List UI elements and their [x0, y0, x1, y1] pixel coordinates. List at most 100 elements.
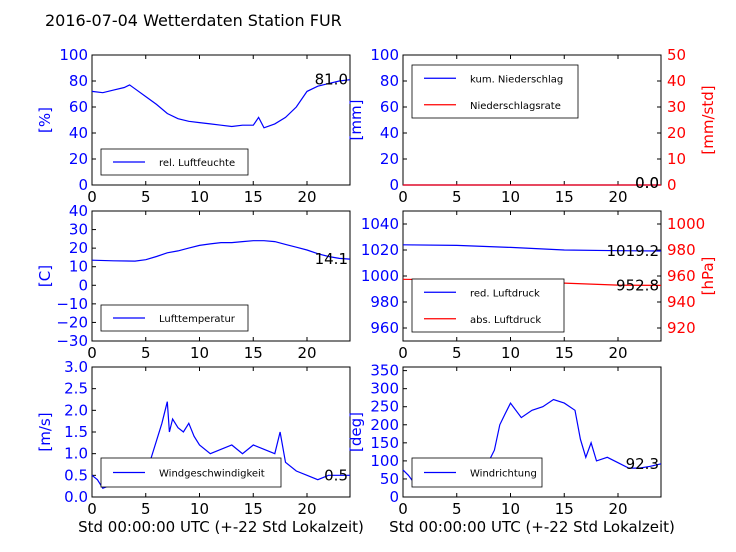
y-tick-label: 150 — [370, 434, 399, 452]
legend-label: Windrichtung — [470, 469, 537, 480]
series-line — [91, 79, 351, 129]
x-tick-label: 5 — [452, 500, 462, 518]
x-tick-label: 20 — [608, 500, 627, 518]
chart-panel-2: 0 5 10 15 20 0 20 40 60 80 100 0 10 20 30 40 50 [mm] [mm/s… — [347, 46, 717, 206]
y-right-tick-label: 30 — [667, 98, 686, 116]
y-tick-label: 0.0 — [64, 488, 88, 506]
x-tick-label: 10 — [190, 500, 209, 518]
legend-box — [411, 278, 565, 333]
chart-panel-3: 0 5 10 15 20−30−20−10010203040[C]14.1Lufttem… — [36, 202, 351, 362]
legend: Lufttemperatur — [100, 304, 249, 332]
y-right-tick-label: 20 — [667, 124, 686, 142]
last-value-annotation: 14.1 — [315, 250, 348, 268]
x-tick-label: 5 — [141, 344, 151, 362]
last-value-annotation: 0.0 — [635, 174, 659, 192]
x-tick-label: 0 — [398, 188, 408, 206]
y-tick-label: 200 — [370, 416, 399, 434]
last-value-annotation-right: 0.0 — [635, 174, 659, 192]
y-tick-label: 0 — [78, 276, 88, 294]
last-value-annotation-right: 952.8 — [616, 276, 659, 294]
x-tick-label: 15 — [244, 188, 263, 206]
y-tick-label: 20 — [69, 239, 88, 257]
x-tick-label: 20 — [297, 344, 316, 362]
y-tick-label: 60 — [380, 98, 399, 116]
last-value-annotation: 81.0 — [315, 71, 348, 89]
legend-label: abs. Luftdruck — [470, 315, 541, 326]
x-tick-label: 0 — [87, 500, 97, 518]
x-tick-label: 20 — [608, 188, 627, 206]
y-axis-label: [%] — [36, 107, 54, 133]
y-tick-label: 1.5 — [64, 423, 88, 441]
x-tick-label: 0 — [87, 344, 97, 362]
y-right-tick-label: 980 — [667, 241, 696, 259]
x-tick-label: 10 — [190, 188, 209, 206]
y-tick-label: 40 — [69, 124, 88, 142]
y-right-axis-label: [mm/std] — [699, 85, 717, 154]
x-axis-label-left: Std 00:00:00 UTC (+-22 Std Lokalzeit) — [78, 518, 364, 536]
y-right-axis-label: [hPa] — [699, 257, 717, 296]
y-tick-label: 20 — [69, 150, 88, 168]
y-tick-label: 2.0 — [64, 401, 88, 419]
y-tick-label: 350 — [370, 362, 399, 380]
y-tick-label: 0 — [389, 488, 399, 506]
series-line — [91, 240, 351, 262]
y-tick-label: 1.0 — [64, 445, 88, 463]
x-tick-label: 10 — [501, 344, 520, 362]
x-axis-label-right: Std 00:00:00 UTC (+-22 Std Lokalzeit) — [389, 518, 675, 536]
legend-label: red. Luftdruck — [470, 288, 540, 299]
x-tick-label: 0 — [87, 188, 97, 206]
y-tick-label: 40 — [69, 202, 88, 220]
y-right-tick-label: 40 — [667, 72, 686, 90]
legend-label: kum. Niederschlag — [470, 74, 563, 85]
x-tick-label: 15 — [244, 500, 263, 518]
last-value-annotation: 1019.2 — [607, 242, 660, 260]
y-tick-label: 80 — [69, 72, 88, 90]
y-tick-label: 2.5 — [64, 380, 88, 398]
legend: kum. Niederschlag Niederschlagsrate — [411, 64, 579, 119]
legend-label: rel. Luftfeuchte — [159, 158, 235, 169]
y-tick-label: −10 — [56, 295, 88, 313]
y-tick-label: 980 — [370, 293, 399, 311]
y-tick-label: 40 — [380, 124, 399, 142]
y-tick-label: 0 — [78, 176, 88, 194]
y-tick-label: 1000 — [361, 267, 399, 285]
y-tick-label: 300 — [370, 380, 399, 398]
y-right-tick-label: 50 — [667, 46, 686, 64]
chart-panel-6: 0 5 10 15 20050100150200250300350[deg]92.3Wi… — [347, 362, 662, 518]
y-tick-label: 10 — [69, 258, 88, 276]
x-tick-label: 10 — [501, 500, 520, 518]
x-tick-label: 20 — [297, 500, 316, 518]
y-tick-label: 960 — [370, 319, 399, 337]
x-tick-label: 15 — [555, 188, 574, 206]
y-right-tick-label: 1000 — [667, 215, 705, 233]
y-right-tick-label: 960 — [667, 267, 696, 285]
y-tick-label: 30 — [69, 221, 88, 239]
series-line — [402, 244, 662, 252]
y-tick-label: 60 — [69, 98, 88, 116]
legend: Windgeschwindigkeit — [100, 457, 282, 488]
y-right-tick-label: 940 — [667, 293, 696, 311]
x-tick-label: 5 — [452, 188, 462, 206]
x-tick-label: 20 — [608, 344, 627, 362]
y-tick-label: 80 — [380, 72, 399, 90]
legend: red. Luftdruck abs. Luftdruck — [411, 278, 565, 333]
legend: Windrichtung — [411, 457, 543, 488]
legend-label: Lufttemperatur — [159, 314, 236, 325]
x-tick-label: 15 — [555, 344, 574, 362]
last-value-annotation: 0.5 — [324, 466, 348, 484]
y-tick-label: −20 — [56, 313, 88, 331]
x-tick-label: 0 — [398, 344, 408, 362]
y-axis-label: [m/s] — [36, 412, 54, 451]
y-tick-label: 1020 — [361, 241, 399, 259]
y-tick-label: 3.0 — [64, 358, 88, 376]
y-right-tick-label: 920 — [667, 319, 696, 337]
legend-label: Niederschlagsrate — [470, 101, 561, 112]
x-tick-label: 20 — [297, 188, 316, 206]
last-value-annotation: 92.3 — [626, 455, 659, 473]
x-tick-label: 5 — [141, 188, 151, 206]
x-tick-label: 5 — [452, 344, 462, 362]
x-tick-label: 15 — [244, 344, 263, 362]
y-axis-label: [deg] — [347, 412, 365, 452]
